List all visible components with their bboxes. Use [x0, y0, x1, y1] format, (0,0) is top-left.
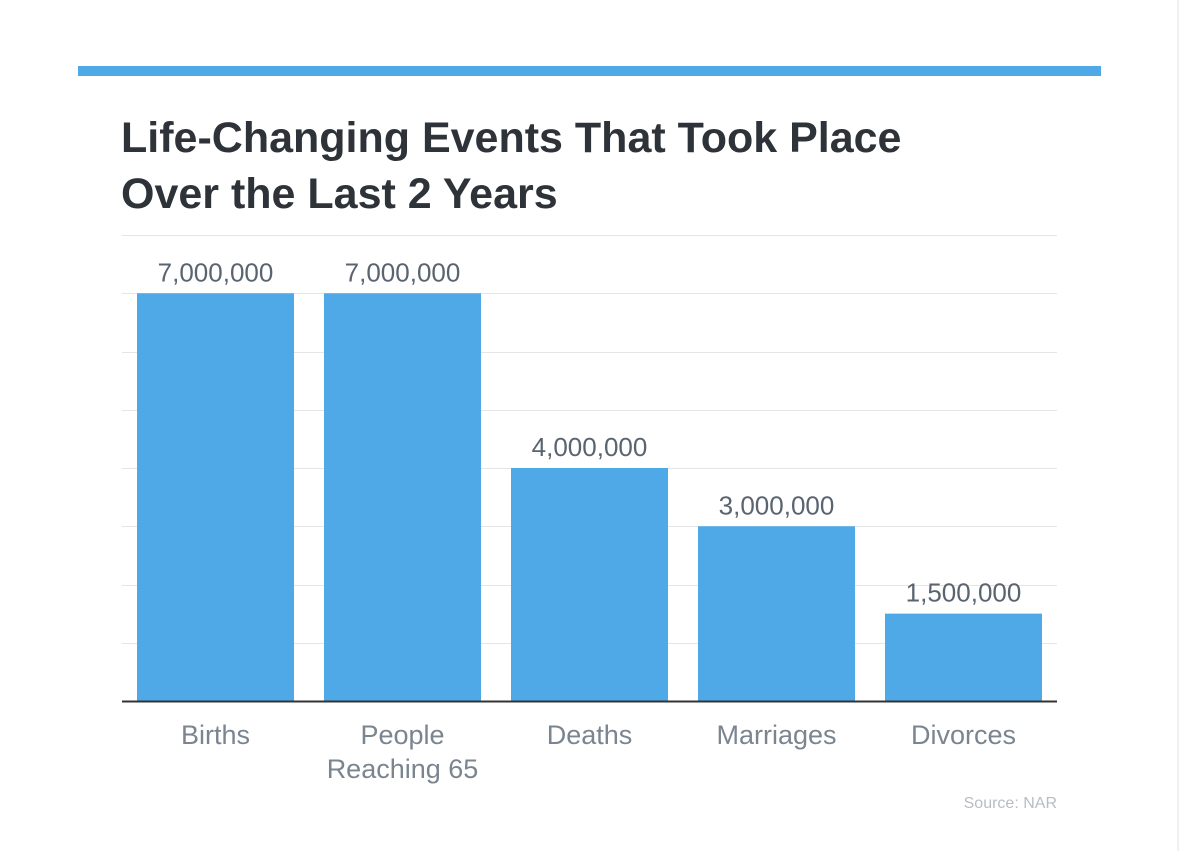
- category-label: Births: [181, 720, 250, 750]
- accent-rule: [78, 66, 1101, 76]
- bar-deaths: [511, 468, 668, 701]
- bar-people-reaching-65: [324, 293, 481, 701]
- category-label: People: [360, 720, 444, 750]
- bar-value-label: 7,000,000: [345, 257, 461, 287]
- category-label: Deaths: [547, 720, 633, 750]
- chart-title-line-2: Over the Last 2 Years: [121, 170, 558, 218]
- chart-title: Life-Changing Events That Took Place Ove…: [121, 110, 1061, 222]
- bar-value-label: 4,000,000: [532, 432, 648, 462]
- category-label: Marriages: [716, 720, 836, 750]
- bar-divorces: [885, 613, 1042, 701]
- page-edge: [1177, 0, 1179, 851]
- chart-title-line-1: Life-Changing Events That Took Place: [121, 114, 902, 162]
- bar-value-label: 7,000,000: [158, 257, 274, 287]
- category-label: Divorces: [911, 720, 1016, 750]
- bar-births: [137, 293, 294, 701]
- source-note: Source: NAR: [963, 795, 1057, 812]
- category-label: Reaching 65: [327, 754, 479, 784]
- bar-marriages: [698, 526, 855, 701]
- bar-value-label: 3,000,000: [719, 490, 835, 520]
- bar-value-label: 1,500,000: [906, 578, 1022, 608]
